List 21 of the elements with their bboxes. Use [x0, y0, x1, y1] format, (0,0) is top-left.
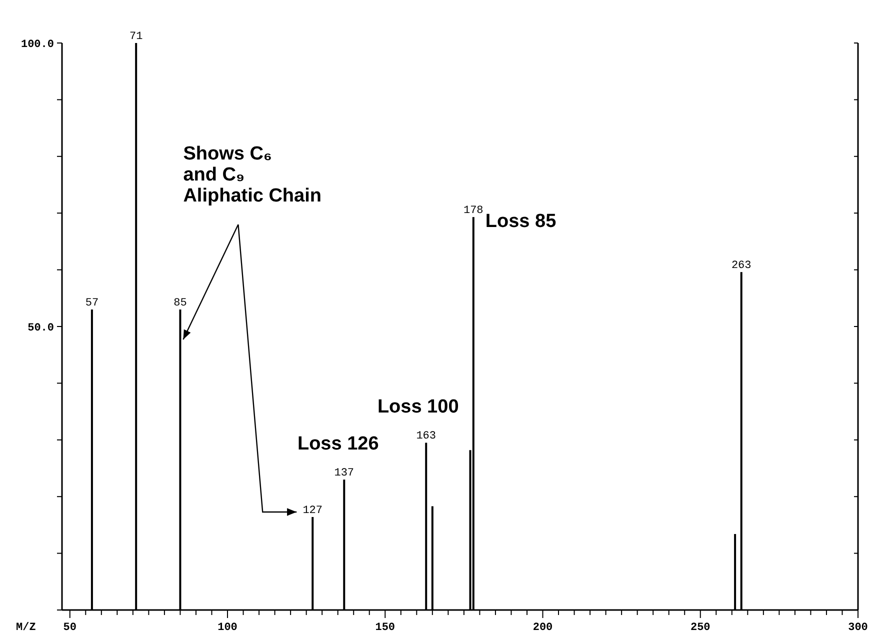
annotation: 127 — [302, 505, 323, 518]
x-tick-label: 250 — [690, 622, 710, 634]
annotation: 263 — [731, 260, 752, 272]
annotation: 57 — [85, 297, 99, 310]
x-tick-label: 200 — [532, 622, 553, 634]
x-tick-label: 150 — [375, 622, 396, 634]
annotation: Shows C₆ and C₉ Aliphatic Chain — [183, 144, 322, 207]
x-tick-label: 100 — [218, 622, 238, 634]
annotation: Loss 126 — [297, 434, 379, 455]
annotation: 137 — [334, 468, 354, 480]
annotation: 163 — [416, 430, 436, 443]
annotation: Loss 85 — [485, 211, 557, 232]
x-axis-title: M/Z — [16, 622, 36, 634]
annotation: 178 — [463, 205, 484, 218]
x-tick-label: 300 — [848, 622, 868, 634]
y-tick-label: 50.0 — [28, 322, 54, 334]
annotation: Loss 100 — [377, 396, 459, 418]
y-tick-label: 100.0 — [20, 38, 54, 51]
annotation: 71 — [129, 31, 144, 43]
x-tick-label: 50 — [63, 622, 76, 634]
annotation: 85 — [174, 297, 187, 310]
